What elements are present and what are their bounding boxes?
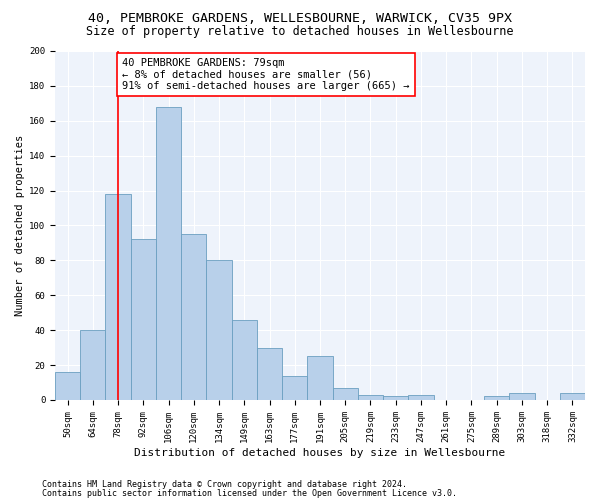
Text: 40 PEMBROKE GARDENS: 79sqm
← 8% of detached houses are smaller (56)
91% of semi-: 40 PEMBROKE GARDENS: 79sqm ← 8% of detac… <box>122 58 409 91</box>
Text: Contains public sector information licensed under the Open Government Licence v3: Contains public sector information licen… <box>42 488 457 498</box>
X-axis label: Distribution of detached houses by size in Wellesbourne: Distribution of detached houses by size … <box>134 448 506 458</box>
Bar <box>156 107 181 400</box>
Text: Contains HM Land Registry data © Crown copyright and database right 2024.: Contains HM Land Registry data © Crown c… <box>42 480 407 489</box>
Bar <box>383 396 409 400</box>
Bar <box>232 320 257 400</box>
Bar <box>307 356 332 400</box>
Bar <box>409 394 434 400</box>
Bar <box>206 260 232 400</box>
Bar <box>509 393 535 400</box>
Bar <box>560 393 585 400</box>
Bar <box>131 240 156 400</box>
Y-axis label: Number of detached properties: Number of detached properties <box>15 135 25 316</box>
Bar <box>484 396 509 400</box>
Bar <box>181 234 206 400</box>
Text: 40, PEMBROKE GARDENS, WELLESBOURNE, WARWICK, CV35 9PX: 40, PEMBROKE GARDENS, WELLESBOURNE, WARW… <box>88 12 512 26</box>
Bar <box>282 376 307 400</box>
Bar <box>257 348 282 400</box>
Bar <box>332 388 358 400</box>
Text: Size of property relative to detached houses in Wellesbourne: Size of property relative to detached ho… <box>86 24 514 38</box>
Bar <box>106 194 131 400</box>
Bar <box>55 372 80 400</box>
Bar <box>80 330 106 400</box>
Bar <box>358 394 383 400</box>
